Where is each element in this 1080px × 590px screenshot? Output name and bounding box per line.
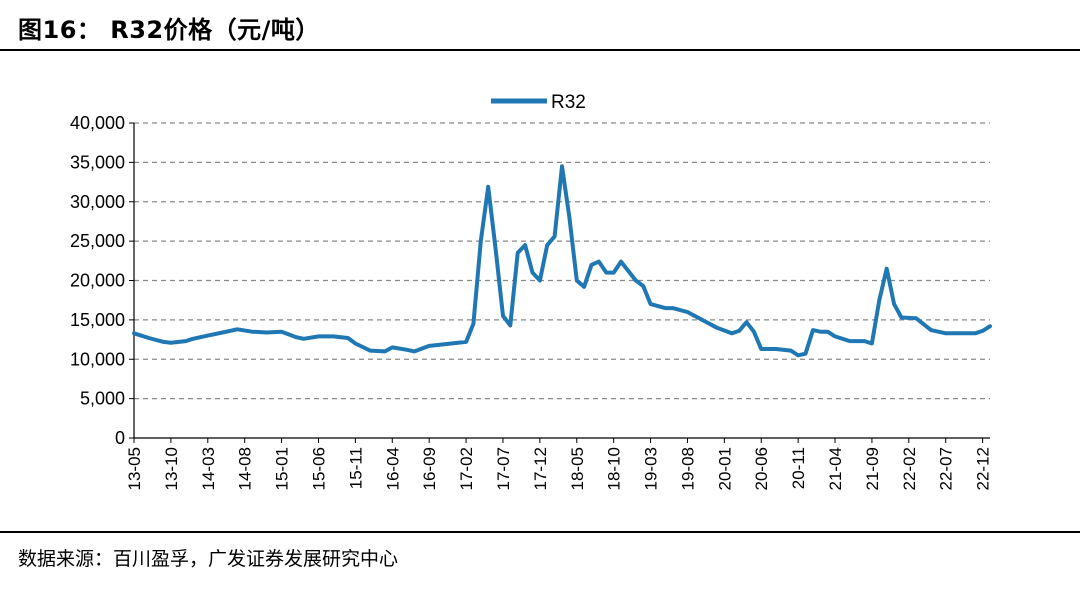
y-tick-label: 25,000: [70, 231, 125, 251]
x-tick-label: 22-07: [937, 447, 956, 490]
x-tick-label: 14-08: [236, 447, 255, 490]
x-tick-label: 21-09: [863, 447, 882, 490]
x-tick-label: 16-04: [383, 447, 402, 490]
x-tick-label: 20-01: [715, 447, 734, 490]
x-tick-label: 15-11: [346, 447, 365, 489]
y-axis-ticks: 0 5,000 10,000 15,000 20,000 25,000 30,000 35,0…: [70, 113, 134, 448]
footer-divider: [0, 531, 1080, 533]
gridlines: [134, 122, 990, 400]
x-tick-label: 19-03: [642, 447, 661, 490]
x-tick-label: 18-05: [568, 447, 587, 490]
source-note: 数据来源：百川盈孚，广发证券发展研究中心: [18, 548, 399, 570]
x-tick-label: 21-04: [826, 447, 845, 490]
line-chart: 0 5,000 10,000 15,000 20,000 25,000 30,000 35,0…: [70, 92, 993, 490]
y-tick-label: 30,000: [70, 192, 125, 212]
series-layer: [132, 164, 992, 358]
x-tick-label: 20-11: [789, 447, 808, 489]
x-tick-label: 13-05: [125, 447, 144, 490]
y-tick-label: 35,000: [70, 152, 125, 172]
x-tick-label: 15-01: [273, 447, 292, 490]
x-tick-label: 22-02: [900, 447, 919, 490]
x-tick-label: 18-10: [605, 447, 624, 490]
x-tick-label: 20-06: [752, 447, 771, 490]
x-tick-label: 13-10: [162, 447, 181, 490]
y-tick-label: 0: [115, 428, 125, 448]
x-axis-ticks: 13-05 13-10 14-03 14-08 15-01 15-06 15-11 16-04…: [125, 438, 993, 490]
figure-title: 图16： R32价格（元/吨）: [18, 16, 320, 44]
legend: R32: [491, 92, 586, 113]
y-tick-label: 40,000: [70, 113, 125, 133]
legend-label: R32: [551, 92, 586, 113]
y-tick-label: 5,000: [80, 389, 125, 409]
series-line-r32: [132, 164, 992, 358]
x-tick-label: 17-02: [457, 447, 476, 490]
x-tick-label: 17-12: [531, 447, 550, 490]
title-divider: [0, 49, 1080, 51]
y-tick-label: 20,000: [70, 271, 125, 291]
y-tick-label: 15,000: [70, 310, 125, 330]
x-tick-label: 17-07: [494, 447, 513, 490]
x-tick-label: 14-03: [199, 447, 218, 490]
x-tick-label: 19-08: [678, 447, 697, 490]
y-tick-label: 10,000: [70, 349, 125, 369]
x-tick-label: 15-06: [309, 447, 328, 490]
x-tick-label: 22-12: [974, 447, 993, 490]
x-tick-label: 16-09: [420, 447, 439, 490]
